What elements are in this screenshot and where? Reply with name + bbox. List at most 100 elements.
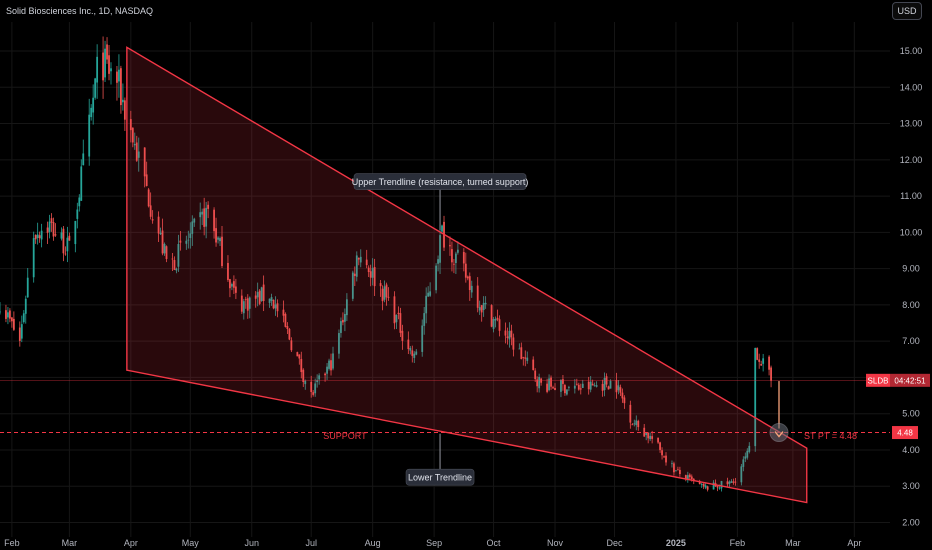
candle-body bbox=[290, 340, 293, 351]
price-tick-label: 8.00 bbox=[902, 300, 920, 310]
candle-body bbox=[478, 307, 481, 311]
candle-body bbox=[213, 209, 215, 232]
candle-body bbox=[50, 218, 53, 223]
candle-body bbox=[147, 189, 150, 207]
upper-trendline-label: Upper Trendline (resistance, turned supp… bbox=[352, 177, 529, 187]
candle-body bbox=[143, 147, 146, 177]
down-arrow-icon bbox=[774, 431, 784, 438]
time-tick-label: Mar bbox=[785, 538, 801, 548]
candle-body bbox=[54, 234, 57, 236]
price-tick-label: 10.00 bbox=[900, 227, 923, 237]
candle-body bbox=[437, 259, 439, 264]
candle-body bbox=[706, 486, 709, 490]
candle-body bbox=[435, 265, 437, 291]
candle-body bbox=[562, 379, 564, 384]
candle-body bbox=[185, 240, 188, 244]
candle-body bbox=[193, 218, 196, 223]
candle-body bbox=[332, 353, 334, 369]
candle-body bbox=[231, 284, 233, 287]
candle-body bbox=[234, 286, 237, 293]
chart-annotations: Upper Trendline (resistance, turned supp… bbox=[0, 173, 890, 486]
candle-body bbox=[550, 377, 552, 387]
candle-body bbox=[324, 373, 326, 376]
candle-body bbox=[411, 350, 414, 356]
candle-body bbox=[677, 469, 679, 471]
time-tick-label: Jul bbox=[305, 538, 317, 548]
candle-body bbox=[254, 295, 257, 299]
chart-title: Solid Biosciences Inc., 1D, NASDAQ bbox=[6, 6, 154, 16]
lower-trendline-label: Lower Trendline bbox=[408, 473, 472, 483]
candle-body bbox=[359, 256, 362, 263]
candle-body bbox=[579, 388, 582, 390]
currency-button[interactable]: USD bbox=[892, 2, 922, 20]
horizontal-gridlines bbox=[0, 50, 890, 523]
candle-body bbox=[659, 442, 661, 450]
candle-body bbox=[663, 456, 665, 458]
candle-body bbox=[581, 383, 584, 388]
candle-body bbox=[274, 304, 277, 309]
candle-body bbox=[476, 285, 479, 308]
candle-body bbox=[508, 330, 511, 340]
candle-body bbox=[522, 356, 525, 358]
candle-body bbox=[163, 243, 166, 254]
candle-body bbox=[102, 52, 104, 81]
candle-body bbox=[0, 311, 1, 313]
candle-body bbox=[177, 243, 180, 267]
candle-body bbox=[740, 466, 743, 483]
candle-body bbox=[464, 263, 467, 278]
candle-body bbox=[692, 478, 695, 481]
candle-body bbox=[665, 455, 667, 463]
candle-body bbox=[532, 359, 535, 370]
candle-body bbox=[575, 383, 578, 385]
candle-body bbox=[649, 435, 652, 440]
candle-body bbox=[78, 197, 81, 207]
candle-body bbox=[492, 319, 495, 329]
candle-body bbox=[88, 114, 91, 157]
candle-body bbox=[657, 437, 659, 443]
candle-body bbox=[746, 450, 749, 458]
candle-body bbox=[734, 481, 737, 483]
candle-body bbox=[381, 288, 384, 302]
ticker-label: SLDB bbox=[868, 376, 889, 385]
candle-body bbox=[566, 389, 568, 395]
candle-body bbox=[340, 321, 342, 333]
candle-body bbox=[24, 298, 27, 314]
candle-body bbox=[760, 364, 763, 366]
candle-body bbox=[108, 55, 110, 74]
candle-body bbox=[770, 367, 772, 381]
candle-body bbox=[232, 281, 235, 288]
candle-body bbox=[227, 262, 229, 280]
candle-body bbox=[131, 127, 134, 143]
candle-body bbox=[726, 481, 729, 485]
candle-body bbox=[678, 469, 681, 475]
candle-body bbox=[449, 245, 451, 247]
candle-body bbox=[552, 387, 554, 389]
candle-body bbox=[205, 207, 208, 227]
candle-body bbox=[118, 69, 120, 82]
candle-body bbox=[199, 212, 202, 218]
falling-wedge-pattern[interactable] bbox=[126, 46, 808, 504]
time-axis[interactable]: Feb Mar Apr May Jun Jul Aug Sep Oct Nov Dec 2025 Feb… bbox=[4, 538, 861, 548]
candle-body bbox=[272, 299, 275, 309]
candle-body bbox=[748, 445, 751, 452]
candle-body bbox=[217, 237, 219, 240]
candle-body bbox=[302, 369, 305, 382]
candle-body bbox=[242, 301, 245, 314]
candle-body bbox=[221, 236, 223, 266]
candle-body bbox=[456, 249, 459, 253]
candle-body bbox=[684, 475, 687, 480]
candle-body bbox=[387, 296, 390, 298]
candle-body bbox=[133, 143, 136, 146]
candle-body bbox=[371, 267, 374, 278]
candle-body bbox=[244, 299, 247, 301]
price-tick-label: 9.00 bbox=[902, 264, 920, 274]
candle-body bbox=[603, 378, 606, 391]
candle-body bbox=[282, 309, 285, 316]
price-axis[interactable]: 2.003.004.005.006.007.008.009.0010.0011.… bbox=[866, 46, 930, 527]
candle-body bbox=[365, 259, 368, 266]
candle-body bbox=[439, 235, 441, 263]
candle-body bbox=[534, 370, 537, 379]
countdown-badge bbox=[890, 373, 930, 387]
candle-body bbox=[215, 228, 217, 243]
